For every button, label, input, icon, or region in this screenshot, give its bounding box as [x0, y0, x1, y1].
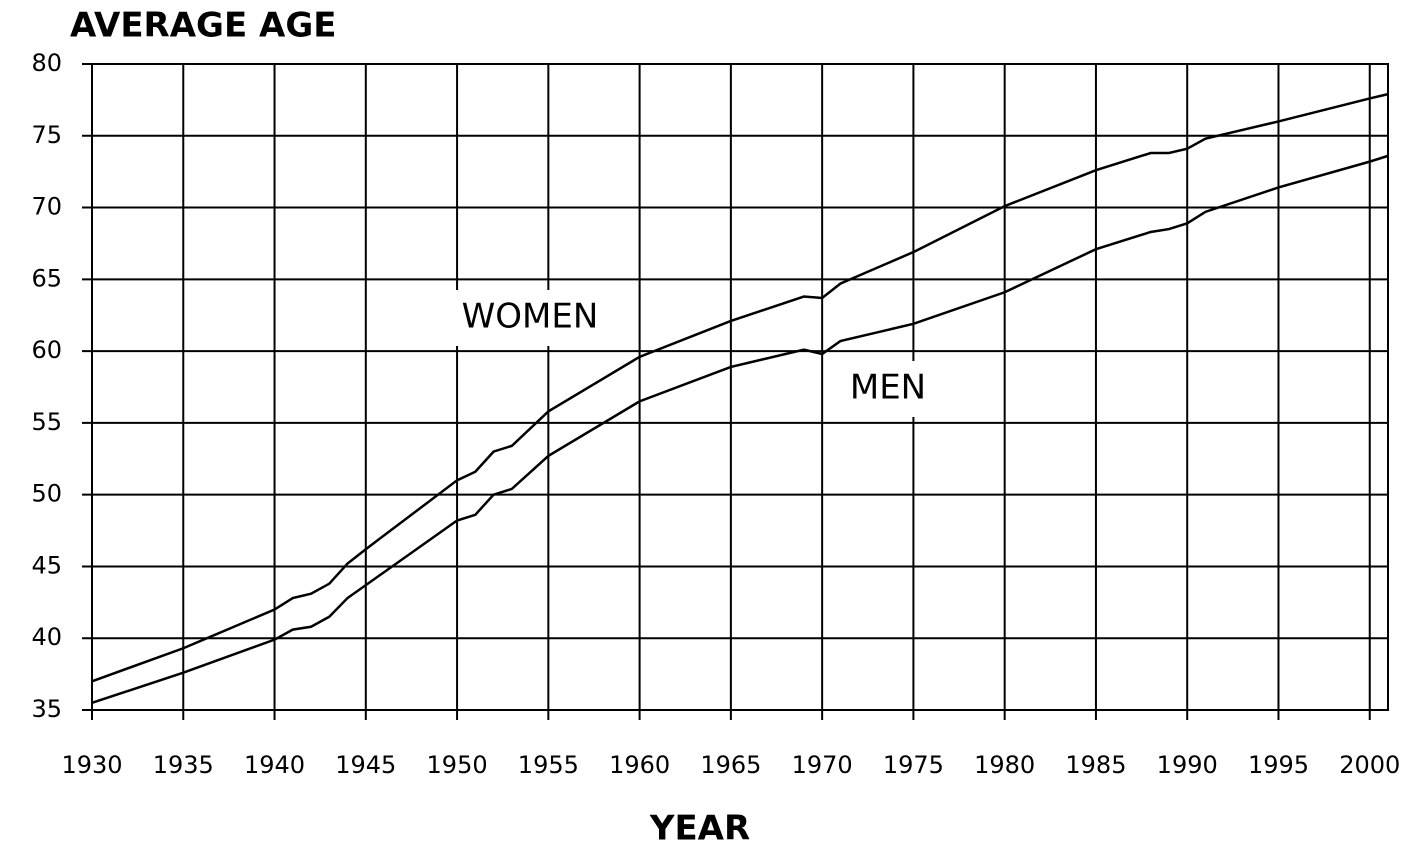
chart-title: AVERAGE AGE: [70, 6, 336, 46]
x-tick-label: 1970: [792, 751, 853, 779]
label-box: [833, 361, 943, 417]
series-label: MEN: [850, 368, 926, 408]
y-tick-label: 70: [31, 193, 62, 221]
x-tick-label: 1945: [335, 751, 396, 779]
series-label: WOMEN: [462, 297, 599, 337]
x-tick-label: 1955: [518, 751, 579, 779]
line-series: [91, 92, 1389, 683]
x-tick-label: 1960: [609, 751, 670, 779]
label-box: [455, 290, 605, 346]
y-tick-label: 75: [31, 121, 62, 149]
x-tick-label: 1940: [244, 751, 305, 779]
x-tick-label: 1935: [153, 751, 214, 779]
y-tick-label: 45: [31, 551, 62, 579]
y-tick-label: 55: [31, 408, 62, 436]
x-axis-label: YEAR: [649, 809, 750, 847]
x-tick-label: 2000: [1339, 751, 1400, 779]
line-series: [91, 154, 1389, 705]
y-tick-label: 35: [31, 695, 62, 723]
y-tick-label: 50: [31, 480, 62, 508]
y-tick-label: 60: [31, 336, 62, 364]
x-tick-label: 1965: [700, 751, 761, 779]
x-tick-label: 1950: [427, 751, 488, 779]
x-tick-label: 1995: [1248, 751, 1309, 779]
x-tick-label: 1990: [1157, 751, 1218, 779]
y-tick-label: 40: [31, 623, 62, 651]
x-tick-label: 1985: [1065, 751, 1126, 779]
x-tick-label: 1930: [61, 751, 122, 779]
y-tick-label: 80: [31, 49, 62, 77]
x-tick-label: 1980: [974, 751, 1035, 779]
x-tick-label: 1975: [883, 751, 944, 779]
plot-frame: [91, 63, 1389, 711]
y-tick-label: 65: [31, 264, 62, 292]
